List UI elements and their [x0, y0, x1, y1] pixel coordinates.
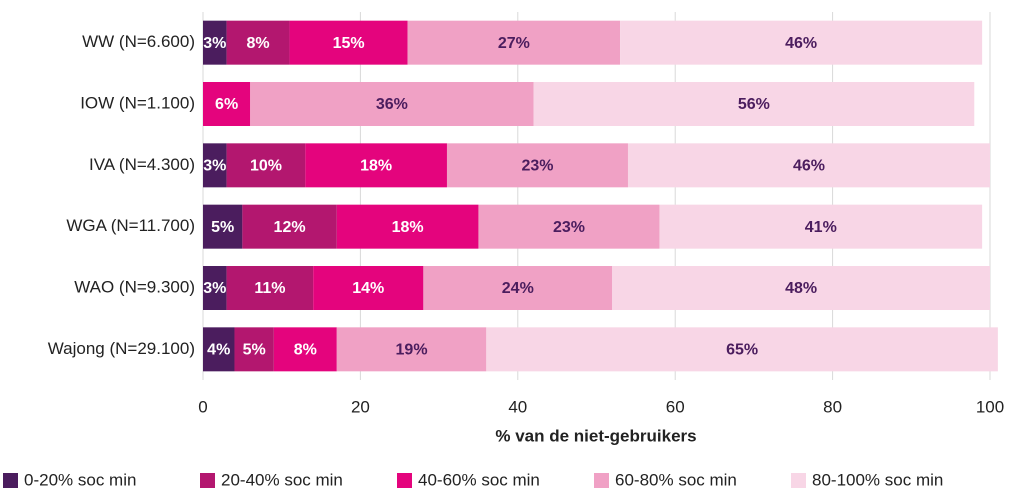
bar-segment: [407, 20, 621, 65]
value-label: 18%: [360, 158, 392, 175]
value-label: 46%: [793, 158, 825, 175]
value-label: 18%: [392, 219, 424, 236]
bar-segment: [423, 266, 613, 310]
bar-segment: [336, 204, 479, 249]
legend-swatch: [594, 473, 609, 488]
legend-swatch: [397, 473, 412, 488]
bar-segment: [305, 143, 447, 188]
bar-segment: [446, 143, 628, 188]
value-label: 48%: [785, 280, 817, 297]
x-tick-label: 40: [508, 397, 527, 416]
bar-segment: [313, 266, 424, 310]
legend-label: 40-60% soc min: [418, 470, 540, 489]
bar-segment: [273, 327, 337, 372]
value-label: 4%: [207, 342, 230, 359]
legend-label: 0-20% soc min: [24, 470, 136, 489]
bar-segment: [289, 20, 408, 65]
value-label: 56%: [738, 96, 770, 113]
bar-segment: [203, 143, 227, 188]
bar-segment: [234, 327, 274, 372]
y-tick-label: WW (N=6.600): [82, 32, 195, 51]
value-label: 3%: [203, 158, 226, 175]
x-tick-label: 20: [351, 397, 370, 416]
bar-segment: [226, 143, 306, 188]
value-label: 8%: [294, 342, 317, 359]
y-tick-label: WGA (N=11.700): [66, 216, 195, 235]
bar-segment: [533, 82, 975, 126]
bar-segment: [627, 143, 990, 188]
value-label: 12%: [274, 219, 306, 236]
x-axis-title: % van de niet-gebruikers: [495, 426, 696, 445]
x-tick-label: 0: [198, 397, 207, 416]
legend-label: 20-40% soc min: [221, 470, 343, 489]
legend-swatch: [3, 473, 18, 488]
y-tick-label: Wajong (N=29.100): [48, 339, 195, 358]
bar-segment: [250, 82, 534, 126]
y-tick-label: IOW (N=1.100): [80, 93, 195, 112]
bar-segment: [203, 327, 235, 372]
value-label: 11%: [254, 280, 285, 297]
bar-segment: [242, 204, 337, 249]
value-label: 65%: [726, 342, 758, 359]
legend-swatch: [200, 473, 215, 488]
value-label: 5%: [243, 342, 266, 359]
x-tick-label: 60: [666, 397, 685, 416]
value-label: 46%: [785, 35, 817, 52]
y-tick-label: WAO (N=9.300): [74, 277, 195, 296]
value-label: 14%: [352, 280, 384, 297]
legend-label: 60-80% soc min: [615, 470, 737, 489]
value-label: 6%: [215, 96, 238, 113]
x-tick-label: 80: [823, 397, 842, 416]
value-label: 36%: [376, 96, 408, 113]
value-label: 3%: [203, 280, 226, 297]
legend-label: 80-100% soc min: [812, 470, 943, 489]
value-label: 5%: [211, 219, 234, 236]
value-label: 19%: [396, 342, 428, 359]
bar-segment: [620, 20, 983, 65]
y-tick-label: IVA (N=4.300): [89, 155, 195, 174]
value-label: 3%: [203, 35, 226, 52]
bar-segment: [478, 204, 660, 249]
value-label: 23%: [521, 158, 553, 175]
value-label: 41%: [805, 219, 837, 236]
bar-segment: [659, 204, 983, 249]
bar-segment: [226, 20, 290, 65]
legend-swatch: [791, 473, 806, 488]
x-tick-label: 100: [976, 397, 1004, 416]
bar-segment: [203, 266, 227, 310]
bar-segment: [203, 204, 243, 249]
value-label: 24%: [502, 280, 534, 297]
bar-segment: [226, 266, 314, 310]
bar-segment: [203, 82, 251, 126]
value-label: 10%: [250, 158, 282, 175]
value-label: 8%: [247, 35, 270, 52]
bar-segment: [612, 266, 990, 310]
bar-segment: [336, 327, 487, 372]
bar-segment: [203, 20, 227, 65]
value-label: 27%: [498, 35, 530, 52]
bar-segment: [486, 327, 998, 372]
value-label: 23%: [553, 219, 585, 236]
value-label: 15%: [333, 35, 365, 52]
